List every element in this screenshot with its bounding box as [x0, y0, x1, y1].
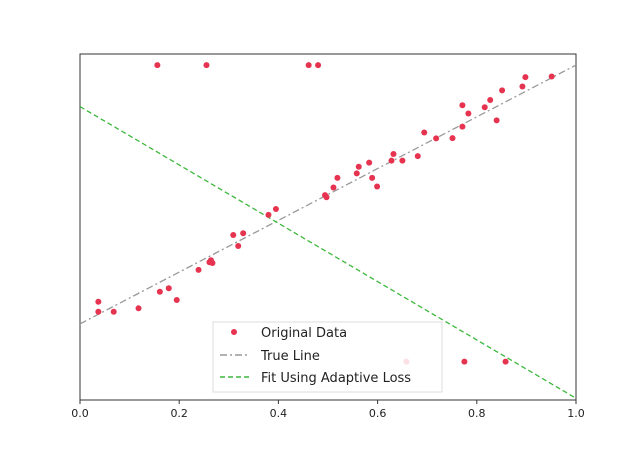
data-points — [95, 62, 555, 365]
data-point — [481, 104, 488, 111]
data-point — [265, 211, 272, 218]
data-point — [209, 259, 216, 266]
data-point — [156, 288, 163, 295]
data-point — [110, 308, 117, 315]
legend-label-fit-line: Fit Using Adaptive Loss — [261, 371, 411, 386]
data-point — [369, 174, 376, 181]
data-point — [461, 358, 468, 365]
legend-marker-original-data — [231, 329, 237, 335]
data-point — [315, 62, 322, 69]
series-lines — [79, 64, 577, 399]
x-tick-label: 1.0 — [567, 407, 585, 420]
data-point — [135, 305, 142, 312]
data-point — [323, 194, 330, 201]
data-point — [334, 174, 341, 181]
data-point — [203, 62, 210, 69]
data-point — [366, 159, 373, 166]
data-point — [548, 73, 555, 80]
data-point — [230, 231, 237, 238]
x-tick-label: 0.0 — [71, 407, 89, 420]
data-point — [195, 266, 202, 273]
data-point — [449, 135, 456, 142]
data-point — [388, 157, 395, 164]
true-line — [79, 64, 577, 325]
data-point — [95, 308, 102, 315]
legend-label-true-line: True Line — [260, 349, 320, 364]
data-point — [433, 135, 440, 142]
data-point — [522, 74, 529, 81]
data-point — [421, 129, 428, 136]
x-tick-label: 0.4 — [270, 407, 288, 420]
data-point — [499, 87, 506, 94]
data-point — [459, 102, 466, 109]
data-point — [355, 163, 362, 170]
data-point — [519, 83, 526, 90]
legend: Original Data True Line Fit Using Adapti… — [212, 321, 443, 393]
data-point — [305, 62, 312, 69]
data-point — [493, 117, 500, 124]
data-point — [399, 157, 406, 164]
data-point — [240, 230, 247, 237]
x-tick-label: 0.6 — [369, 407, 387, 420]
data-point — [353, 170, 360, 177]
data-point — [330, 184, 337, 191]
x-axis: 0.0 0.2 0.4 0.6 0.8 1.0 — [71, 400, 585, 420]
data-point — [414, 153, 421, 160]
data-point — [272, 206, 279, 213]
data-point — [154, 62, 161, 69]
data-point — [465, 110, 472, 117]
data-point — [374, 183, 381, 190]
data-point — [95, 298, 102, 305]
data-point — [502, 358, 509, 365]
data-point — [165, 285, 172, 292]
x-tick-label: 0.8 — [468, 407, 486, 420]
legend-label-original-data: Original Data — [261, 326, 347, 341]
data-point — [390, 150, 397, 157]
data-point — [487, 97, 494, 104]
data-point — [173, 297, 180, 304]
data-point — [459, 123, 466, 130]
x-tick-label: 0.2 — [170, 407, 188, 420]
legend-box — [212, 321, 443, 393]
data-point — [235, 243, 242, 250]
